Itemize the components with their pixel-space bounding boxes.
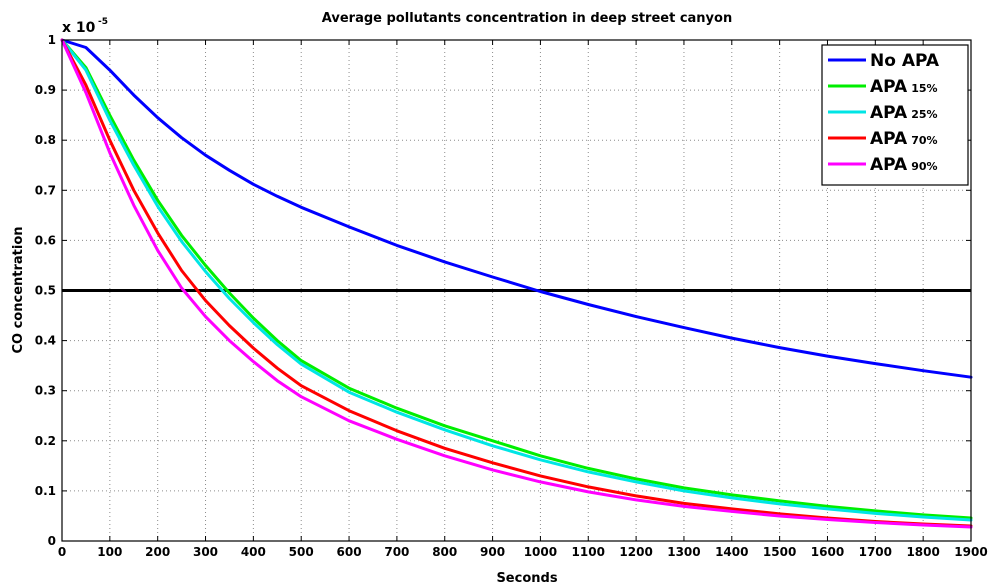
x-tick-label: 1300 [667,545,700,559]
legend-label-sub: 90% [911,160,937,173]
x-tick-label: 500 [289,545,314,559]
legend-label-sub: 70% [911,134,937,147]
legend-entry-4: APA 90% [870,155,938,175]
legend-label-main: No APA [870,51,940,71]
legend-box [821,44,969,186]
x-tick-label: 1600 [811,545,844,559]
x-tick-label: 200 [145,545,170,559]
plot-frame [61,39,972,542]
chart-title: Average pollutants concentration in deep… [322,11,732,26]
series-line-3 [60,38,973,528]
y-tick-label: 0.2 [35,434,56,448]
x-tick-label: 1800 [906,545,939,559]
y-tick-label: 0.3 [35,384,56,398]
legend-label-main: APA [870,103,908,123]
x-tick-label: 1200 [619,545,652,559]
x-tick-label: 0 [58,545,66,559]
legend-entry-3: APA 70% [870,129,938,149]
y-tick-label: 0.9 [35,83,56,97]
x-tick-label: 800 [432,545,457,559]
y-tick-label: 0.4 [35,334,56,348]
x-tick-label: 100 [97,545,122,559]
y-tick-label: 0.5 [35,284,56,298]
x-tick-label: 300 [193,545,218,559]
x-tick-label: 1500 [763,545,796,559]
legend-label-main: APA [870,129,908,149]
legend-label-sub: 25% [911,108,937,121]
x-tick-label: 400 [241,545,266,559]
series-line-0 [60,38,973,379]
x-tick-label: 1700 [859,545,892,559]
legend-entry-1: APA 15% [870,77,938,97]
series-line-2 [60,38,973,522]
y-tick-label: 0.6 [35,233,56,247]
legend-label-main: APA [870,155,908,175]
x-tick-label: 1400 [715,545,748,559]
y-multiplier: x 10 [62,20,96,36]
x-tick-label: 1000 [524,545,557,559]
series-lines [60,38,973,529]
legend-label-sub: 15% [911,82,937,95]
ticks: 0 100 200 300 400 500 600 700 800 900 1000 1100 1200… [35,33,988,559]
y-tick-label: 1 [48,33,56,47]
legend-entry-0: No APA [870,51,940,71]
x-tick-label: 1100 [572,545,605,559]
x-tick-label: 600 [337,545,362,559]
series-line-4 [60,38,973,529]
x-tick-label: 900 [480,545,505,559]
y-tick-label: 0 [48,534,56,548]
y-exponent: -5 [98,17,108,27]
y-tick-label: 0.7 [35,183,56,197]
x-tick-label: 1900 [954,545,987,559]
x-tick-label: 700 [384,545,409,559]
legend-entry-2: APA 25% [870,103,938,123]
y-axis-label: CO concentration [11,226,26,353]
y-tick-label: 0.1 [35,484,56,498]
legend-label-main: APA [870,77,908,97]
y-tick-label: 0.8 [35,133,56,147]
series-line-1 [60,38,973,520]
x-axis-label: Seconds [496,571,557,586]
